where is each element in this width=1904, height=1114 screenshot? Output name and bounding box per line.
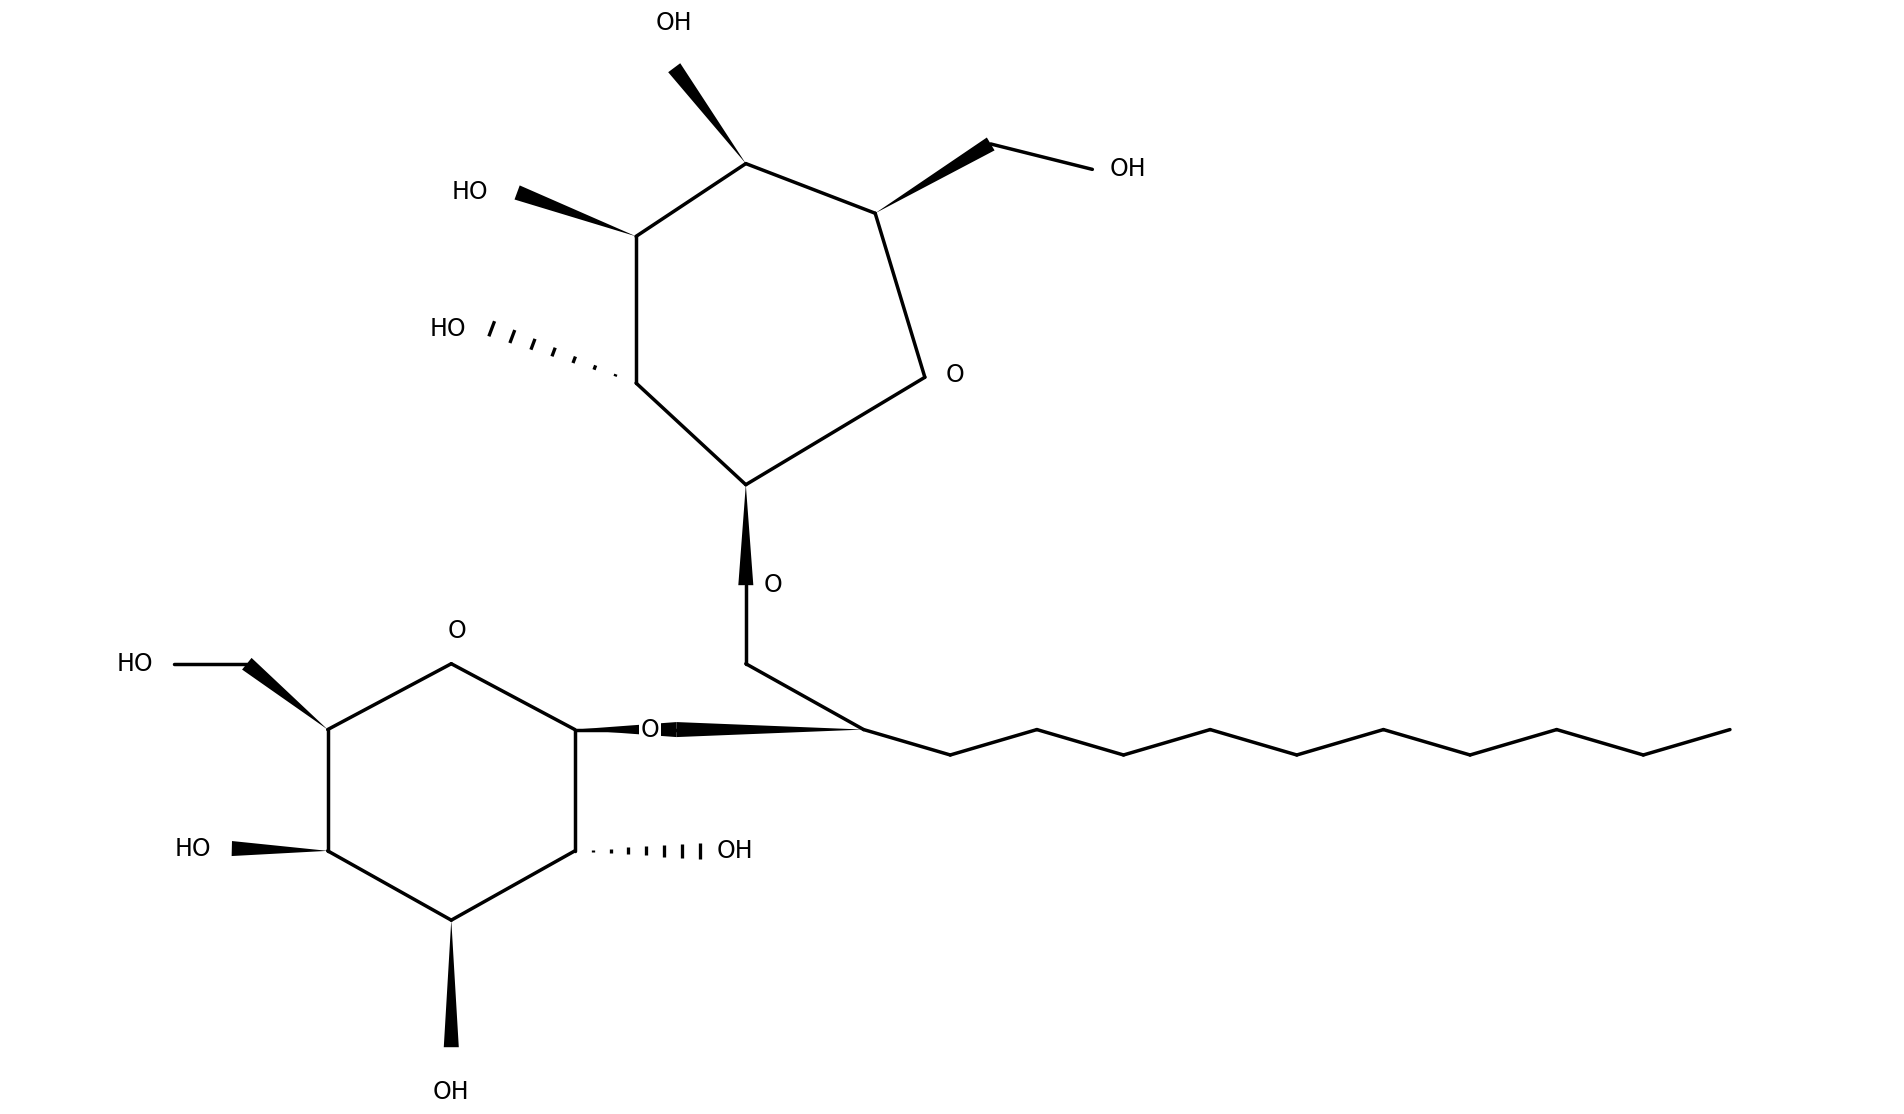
Text: OH: OH [1110,157,1146,182]
Text: HO: HO [175,837,211,860]
Polygon shape [676,722,864,737]
Text: HO: HO [116,652,152,676]
Polygon shape [444,920,459,1047]
Text: OH: OH [432,1079,470,1104]
Polygon shape [232,841,327,856]
Polygon shape [575,722,676,737]
Text: OH: OH [655,11,693,36]
Text: HO: HO [451,180,487,205]
Polygon shape [514,185,636,236]
Text: HO: HO [430,316,466,341]
Text: OH: OH [718,839,754,863]
Text: O: O [946,363,965,387]
Text: O: O [640,717,659,742]
Polygon shape [739,485,754,585]
Polygon shape [668,63,746,164]
Text: O: O [764,574,783,597]
Polygon shape [876,137,994,213]
Polygon shape [242,658,327,730]
Text: O: O [447,619,466,643]
